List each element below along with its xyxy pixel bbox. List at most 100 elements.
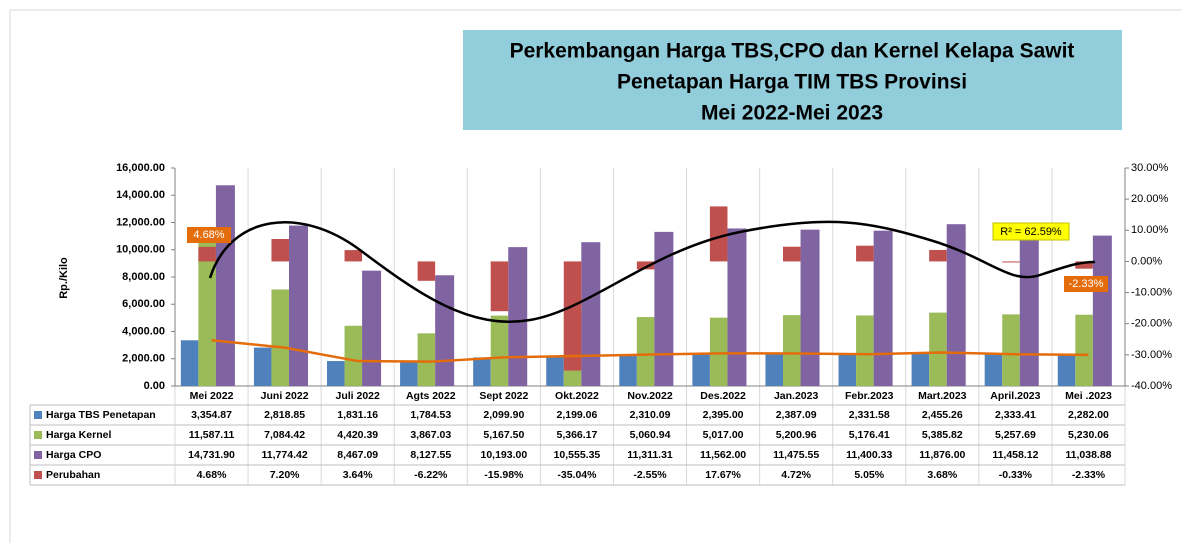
table-value: 5.05%	[854, 469, 884, 481]
bar	[198, 228, 216, 386]
x-tick-label: Juli 2022	[336, 390, 381, 402]
table-value: 5,257.69	[995, 429, 1036, 441]
bar	[563, 261, 582, 371]
table-value: 2,310.09	[630, 409, 671, 421]
table-value: 10,193.00	[480, 449, 527, 461]
table-value: 2,331.58	[849, 409, 890, 421]
bar	[709, 317, 728, 386]
bar	[344, 325, 363, 386]
chart-title: Penetapan Harga TIM TBS Provinsi	[617, 71, 967, 94]
table-value: 11,562.00	[700, 449, 746, 461]
table-value: 5,060.94	[630, 429, 671, 441]
table-value: 8,467.09	[337, 449, 378, 461]
y-tick-label: 0.00	[144, 380, 165, 392]
x-tick-label: Mei .2023	[1065, 390, 1112, 402]
table-value: -35.04%	[557, 469, 597, 481]
bar	[1002, 314, 1020, 386]
table-value: 5,366.17	[556, 429, 597, 441]
legend-label: Harga CPO	[46, 449, 101, 461]
y-tick-label: 6,000.00	[122, 298, 165, 310]
y2-tick-label: 0.00%	[1131, 255, 1162, 267]
bar	[473, 357, 491, 386]
bar	[765, 353, 783, 386]
table-value: 14,731.90	[188, 449, 235, 461]
bar	[838, 354, 857, 386]
bar	[636, 261, 655, 270]
bar	[215, 185, 235, 386]
bar	[344, 250, 363, 262]
table-value: 11,876.00	[919, 449, 965, 461]
bar	[856, 245, 874, 262]
annotation: -2.33%	[1069, 278, 1104, 290]
table-value: -0.33%	[999, 469, 1033, 481]
y-tick-label: 16,000.00	[116, 162, 165, 174]
bar	[619, 354, 637, 386]
x-tick-label: Okt.2022	[555, 390, 599, 402]
table-value: 5,017.00	[703, 429, 744, 441]
legend-swatch	[34, 411, 42, 419]
x-tick-label: Jan.2023	[774, 390, 819, 402]
table-value: 11,038.88	[1065, 449, 1111, 461]
table-value: 11,311.31	[627, 449, 673, 461]
table-value: 5,167.50	[483, 429, 524, 441]
bar	[654, 231, 674, 386]
table-value: 4.72%	[781, 469, 811, 481]
bar	[1092, 235, 1112, 386]
legend-label: Harga TBS Penetapan	[46, 409, 156, 421]
bar	[1057, 354, 1076, 386]
bar	[490, 261, 509, 312]
table-value: 3.68%	[927, 469, 957, 481]
table-value: 3.64%	[343, 469, 373, 481]
x-tick-label: Febr.2023	[845, 390, 894, 402]
bar	[984, 354, 1003, 386]
bar	[327, 361, 345, 386]
table-value: 11,400.33	[846, 449, 892, 461]
table-value: -2.33%	[1072, 469, 1106, 481]
bar	[435, 275, 455, 386]
bar	[1002, 261, 1020, 263]
legend-label: Harga Kernel	[46, 429, 111, 441]
table-value: 11,774.42	[262, 449, 308, 461]
chart-title: Mei 2022-Mei 2023	[701, 102, 883, 125]
table-value: 5,200.96	[776, 429, 817, 441]
bar	[1019, 229, 1039, 386]
table-value: 10,555.35	[554, 449, 601, 461]
x-tick-label: Des.2022	[700, 390, 746, 402]
y2-tick-label: -20.00%	[1131, 318, 1172, 330]
bar	[727, 228, 747, 386]
table-value: 5,230.06	[1068, 429, 1109, 441]
bar	[911, 352, 930, 386]
table-value: 11,587.11	[189, 429, 235, 441]
tbs-line	[211, 339, 1089, 363]
legend-label: Perubahan	[46, 469, 100, 481]
table-value: -2.55%	[633, 469, 667, 481]
bar	[271, 289, 289, 386]
bar	[1075, 314, 1093, 386]
y2-tick-label: 10.00%	[1131, 224, 1169, 236]
table-value: 4,420.39	[337, 429, 378, 441]
table-value: 1,831.16	[337, 409, 378, 421]
trendline	[208, 220, 1096, 323]
y-tick-label: 10,000.00	[116, 244, 165, 256]
y-tick-label: 14,000.00	[116, 189, 165, 201]
table-value: 2,387.09	[776, 409, 817, 421]
bar	[198, 246, 216, 262]
bar	[783, 246, 801, 262]
legend-swatch	[34, 471, 42, 479]
table-value: 7.20%	[270, 469, 300, 481]
bar	[180, 340, 199, 386]
table-value: 4.68%	[197, 469, 227, 481]
table-value: -6.22%	[414, 469, 448, 481]
legend-swatch	[34, 431, 42, 439]
table-value: 3,867.03	[410, 429, 451, 441]
y2-tick-label: -10.00%	[1131, 286, 1172, 298]
table-value: 8,127.55	[410, 449, 451, 461]
y-axis-label: Rp./Kilo	[58, 257, 70, 299]
table-value: 11,458.12	[992, 449, 1038, 461]
annotation: 4.68%	[193, 229, 224, 241]
y-tick-label: 2,000.00	[122, 353, 165, 365]
table-value: 5,176.41	[849, 429, 890, 441]
table-value: 7,084.42	[264, 429, 305, 441]
legend-swatch	[34, 451, 42, 459]
